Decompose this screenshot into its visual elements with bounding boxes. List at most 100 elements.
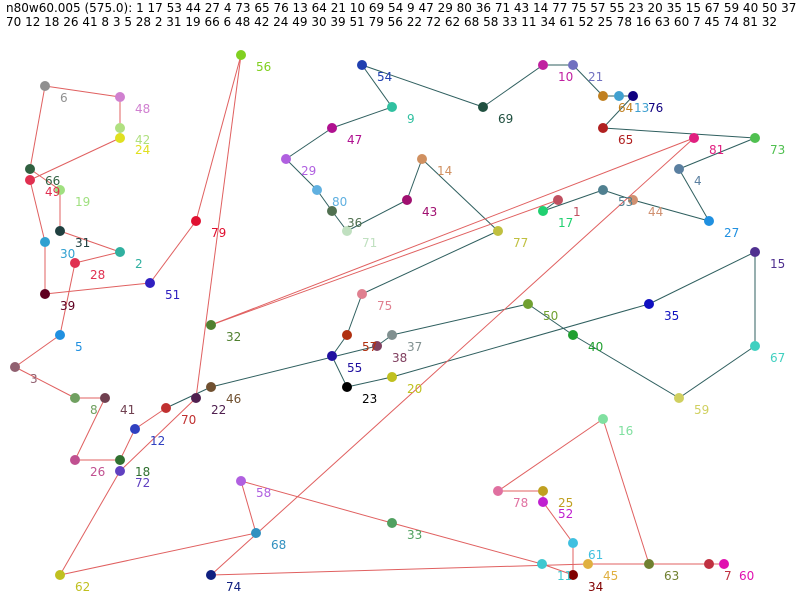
node-6 (40, 81, 50, 91)
red-edge-5-28 (59, 262, 76, 336)
node-4 (674, 164, 684, 174)
node-label-75: 75 (377, 299, 392, 313)
node-label-54: 54 (377, 70, 392, 84)
node-label-1: 1 (573, 205, 581, 219)
red-edge-78-16 (497, 418, 604, 492)
node-26 (70, 455, 80, 465)
node-label-73: 73 (770, 143, 785, 157)
node-label-25: 25 (558, 496, 573, 510)
node-label-9: 9 (407, 112, 415, 126)
node-label-11: 11 (557, 569, 572, 583)
node-32 (206, 320, 216, 330)
node-label-40: 40 (588, 340, 603, 354)
dark-edge-9-47 (331, 106, 393, 129)
node-label-4: 4 (694, 174, 702, 188)
node-label-55: 55 (347, 361, 362, 375)
node-10 (538, 60, 548, 70)
node-label-79: 79 (211, 226, 226, 240)
node-37 (387, 330, 397, 340)
red-edge-68-58 (240, 480, 257, 534)
dark-edge-29-80 (285, 158, 318, 191)
node-23 (342, 382, 352, 392)
node-70 (161, 403, 171, 413)
node-41 (100, 393, 110, 403)
node-65 (598, 123, 608, 133)
red-edge-74-81 (210, 137, 695, 576)
node-label-21: 21 (588, 70, 603, 84)
node-18 (115, 455, 125, 465)
node-label-65: 65 (618, 133, 633, 147)
node-label-68: 68 (271, 538, 286, 552)
node-57 (342, 330, 352, 340)
node-48 (115, 92, 125, 102)
node-label-8: 8 (90, 403, 98, 417)
node-15 (750, 247, 760, 257)
node-label-28: 28 (90, 268, 105, 282)
red-edge-45-74 (210, 563, 589, 576)
node-label-6: 6 (60, 91, 68, 105)
red-edge-58-33 (240, 480, 393, 524)
node-label-27: 27 (724, 226, 739, 240)
node-label-52: 52 (558, 507, 573, 521)
red-edge-28-2 (74, 251, 121, 264)
node-label-53: 53 (618, 195, 633, 209)
node-label-15: 15 (770, 257, 785, 271)
node-54 (357, 60, 367, 70)
node-label-30: 30 (60, 247, 75, 261)
red-edge-79-56 (195, 54, 242, 222)
node-label-47: 47 (347, 133, 362, 147)
node-68 (251, 528, 261, 538)
node-51 (145, 278, 155, 288)
node-66 (25, 164, 35, 174)
node-label-74: 74 (226, 580, 241, 594)
red-edge-3-5 (14, 334, 61, 368)
node-3 (10, 362, 20, 372)
node-19 (55, 185, 65, 195)
node-8 (70, 393, 80, 403)
node-25 (538, 486, 548, 496)
node-label-77: 77 (513, 236, 528, 250)
red-edge-49-30 (29, 179, 46, 243)
node-label-26: 26 (90, 465, 105, 479)
node-33 (387, 518, 397, 528)
node-59 (674, 393, 684, 403)
node-74 (206, 570, 216, 580)
red-edge-62-68 (59, 532, 257, 576)
red-edge-6-48 (44, 85, 121, 98)
node-label-29: 29 (301, 164, 316, 178)
node-label-17: 17 (558, 216, 573, 230)
node-75 (357, 289, 367, 299)
node-label-35: 35 (664, 309, 679, 323)
node-label-70: 70 (181, 413, 196, 427)
node-label-37: 37 (407, 340, 422, 354)
node-52 (538, 497, 548, 507)
node-13 (614, 91, 624, 101)
node-label-56: 56 (256, 60, 271, 74)
node-63 (644, 559, 654, 569)
node-label-67: 67 (770, 351, 785, 365)
node-1 (553, 195, 563, 205)
node-44 (628, 195, 638, 205)
node-47 (327, 123, 337, 133)
red-edge-22-72 (119, 397, 197, 472)
red-edge-66-6 (29, 85, 46, 170)
node-16 (598, 414, 608, 424)
node-label-71: 71 (362, 236, 377, 250)
node-label-64: 64 (618, 101, 633, 115)
node-30 (40, 237, 50, 247)
red-edge-33-11 (391, 522, 543, 565)
node-24 (115, 133, 125, 143)
dark-edge-47-29 (285, 127, 333, 160)
node-2 (115, 247, 125, 257)
node-76 (628, 91, 638, 101)
dark-edge-55-23 (331, 355, 348, 388)
red-edge-81-32 (210, 137, 695, 326)
node-58 (236, 476, 246, 486)
dark-edge-71-43 (346, 199, 408, 232)
node-14 (417, 154, 427, 164)
red-edge-61-52 (542, 501, 574, 544)
node-77 (493, 226, 503, 236)
node-label-61: 61 (588, 548, 603, 562)
node-71 (342, 226, 352, 236)
